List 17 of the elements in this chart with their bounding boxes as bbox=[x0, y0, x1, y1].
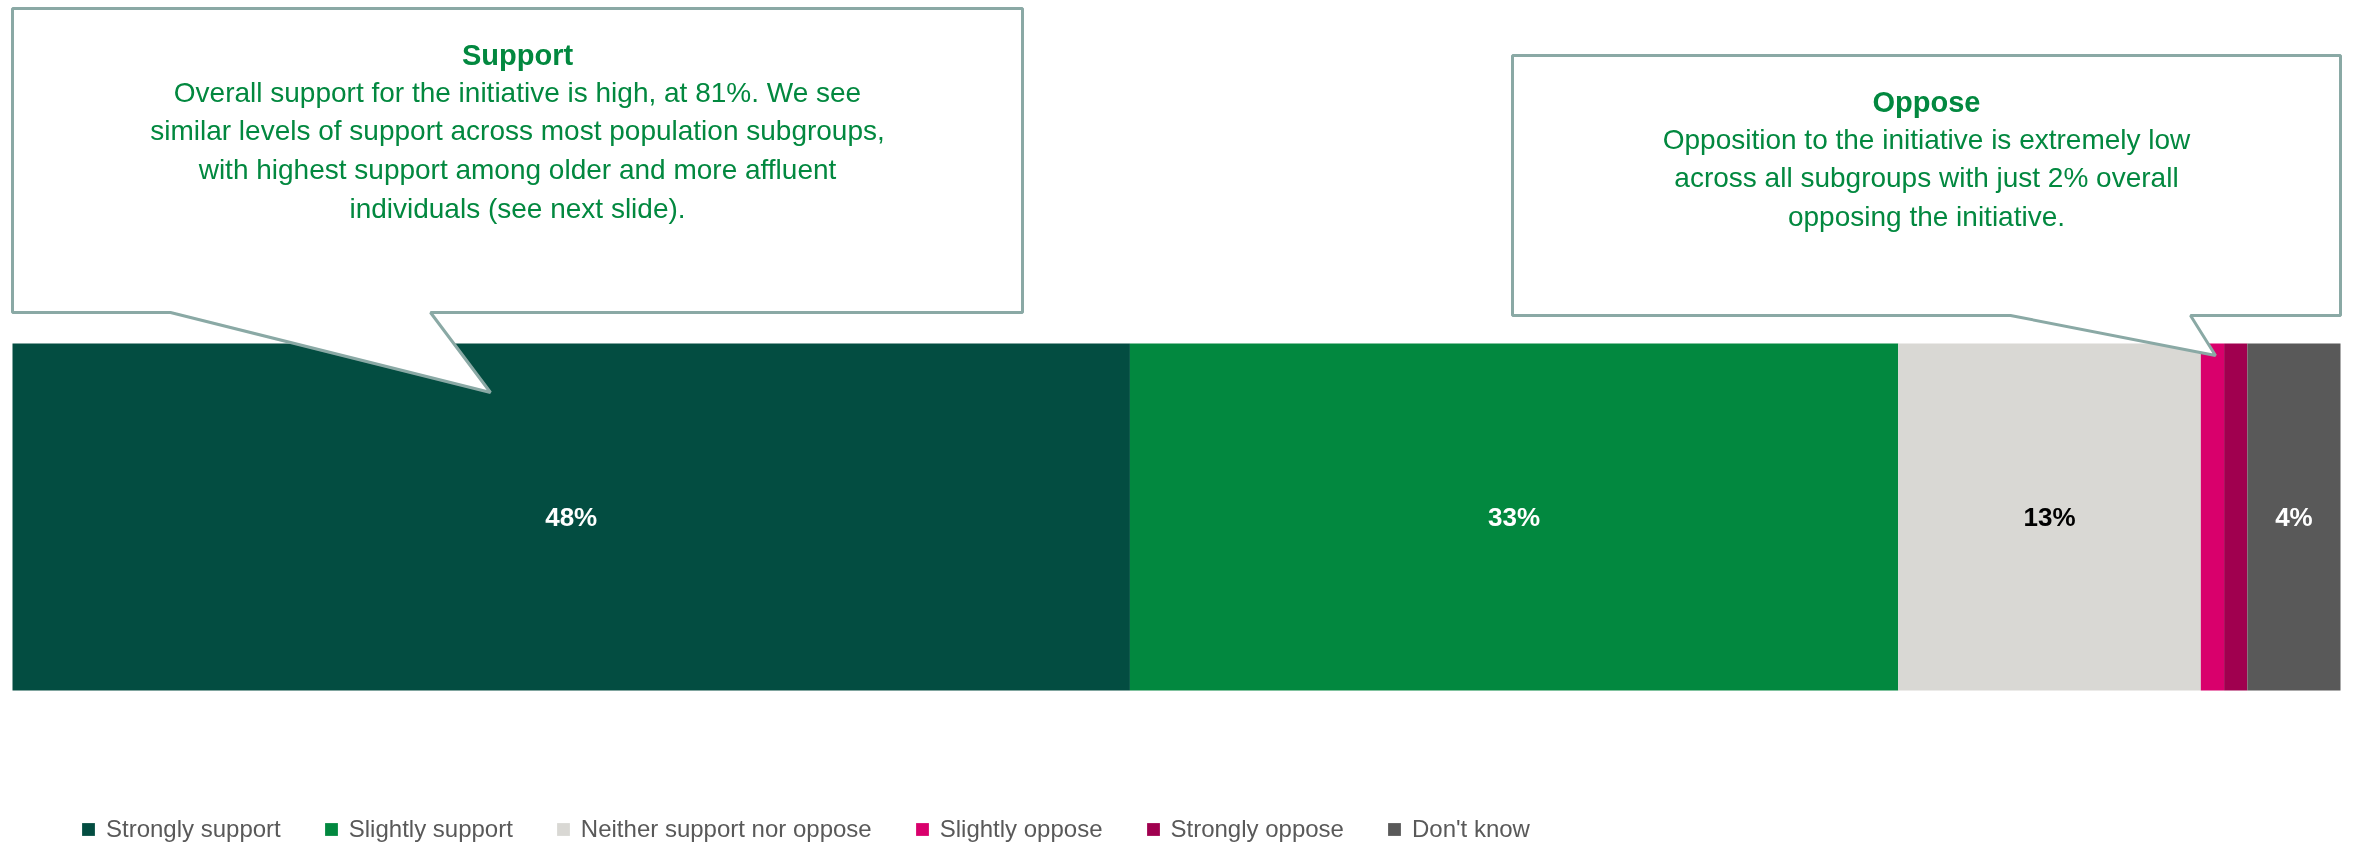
text: Overall support for the initiative is high, at 81%. We see similar levels of support across most population subgroups, with highest support among older and more affluent individuals (see next slide). bbox=[150, 76, 885, 224]
bar bbox=[2247, 343, 2341, 691]
text: Support bbox=[461, 38, 574, 71]
text: Opposition to the initiative is extremely low across all subgroups with just 2% overall opposing the initiative. bbox=[1662, 123, 2192, 232]
legend-label: Strongly oppose bbox=[1170, 815, 1344, 843]
legend-label: Slightly oppose bbox=[939, 815, 1103, 843]
data-label: 48% bbox=[545, 502, 598, 532]
bar bbox=[2224, 343, 2248, 691]
bar bbox=[2200, 343, 2225, 691]
text: Oppose bbox=[1872, 85, 1981, 118]
data-label: 33% bbox=[1488, 502, 1541, 532]
data-label: 13% bbox=[2023, 502, 2076, 532]
legend-label: Neither support nor oppose bbox=[580, 815, 872, 843]
legend-label: Slightly support bbox=[348, 815, 513, 843]
legend-label: Don't know bbox=[1411, 815, 1530, 843]
data-label: 4% bbox=[2275, 502, 2313, 532]
legend-label: Strongly support bbox=[106, 815, 281, 843]
